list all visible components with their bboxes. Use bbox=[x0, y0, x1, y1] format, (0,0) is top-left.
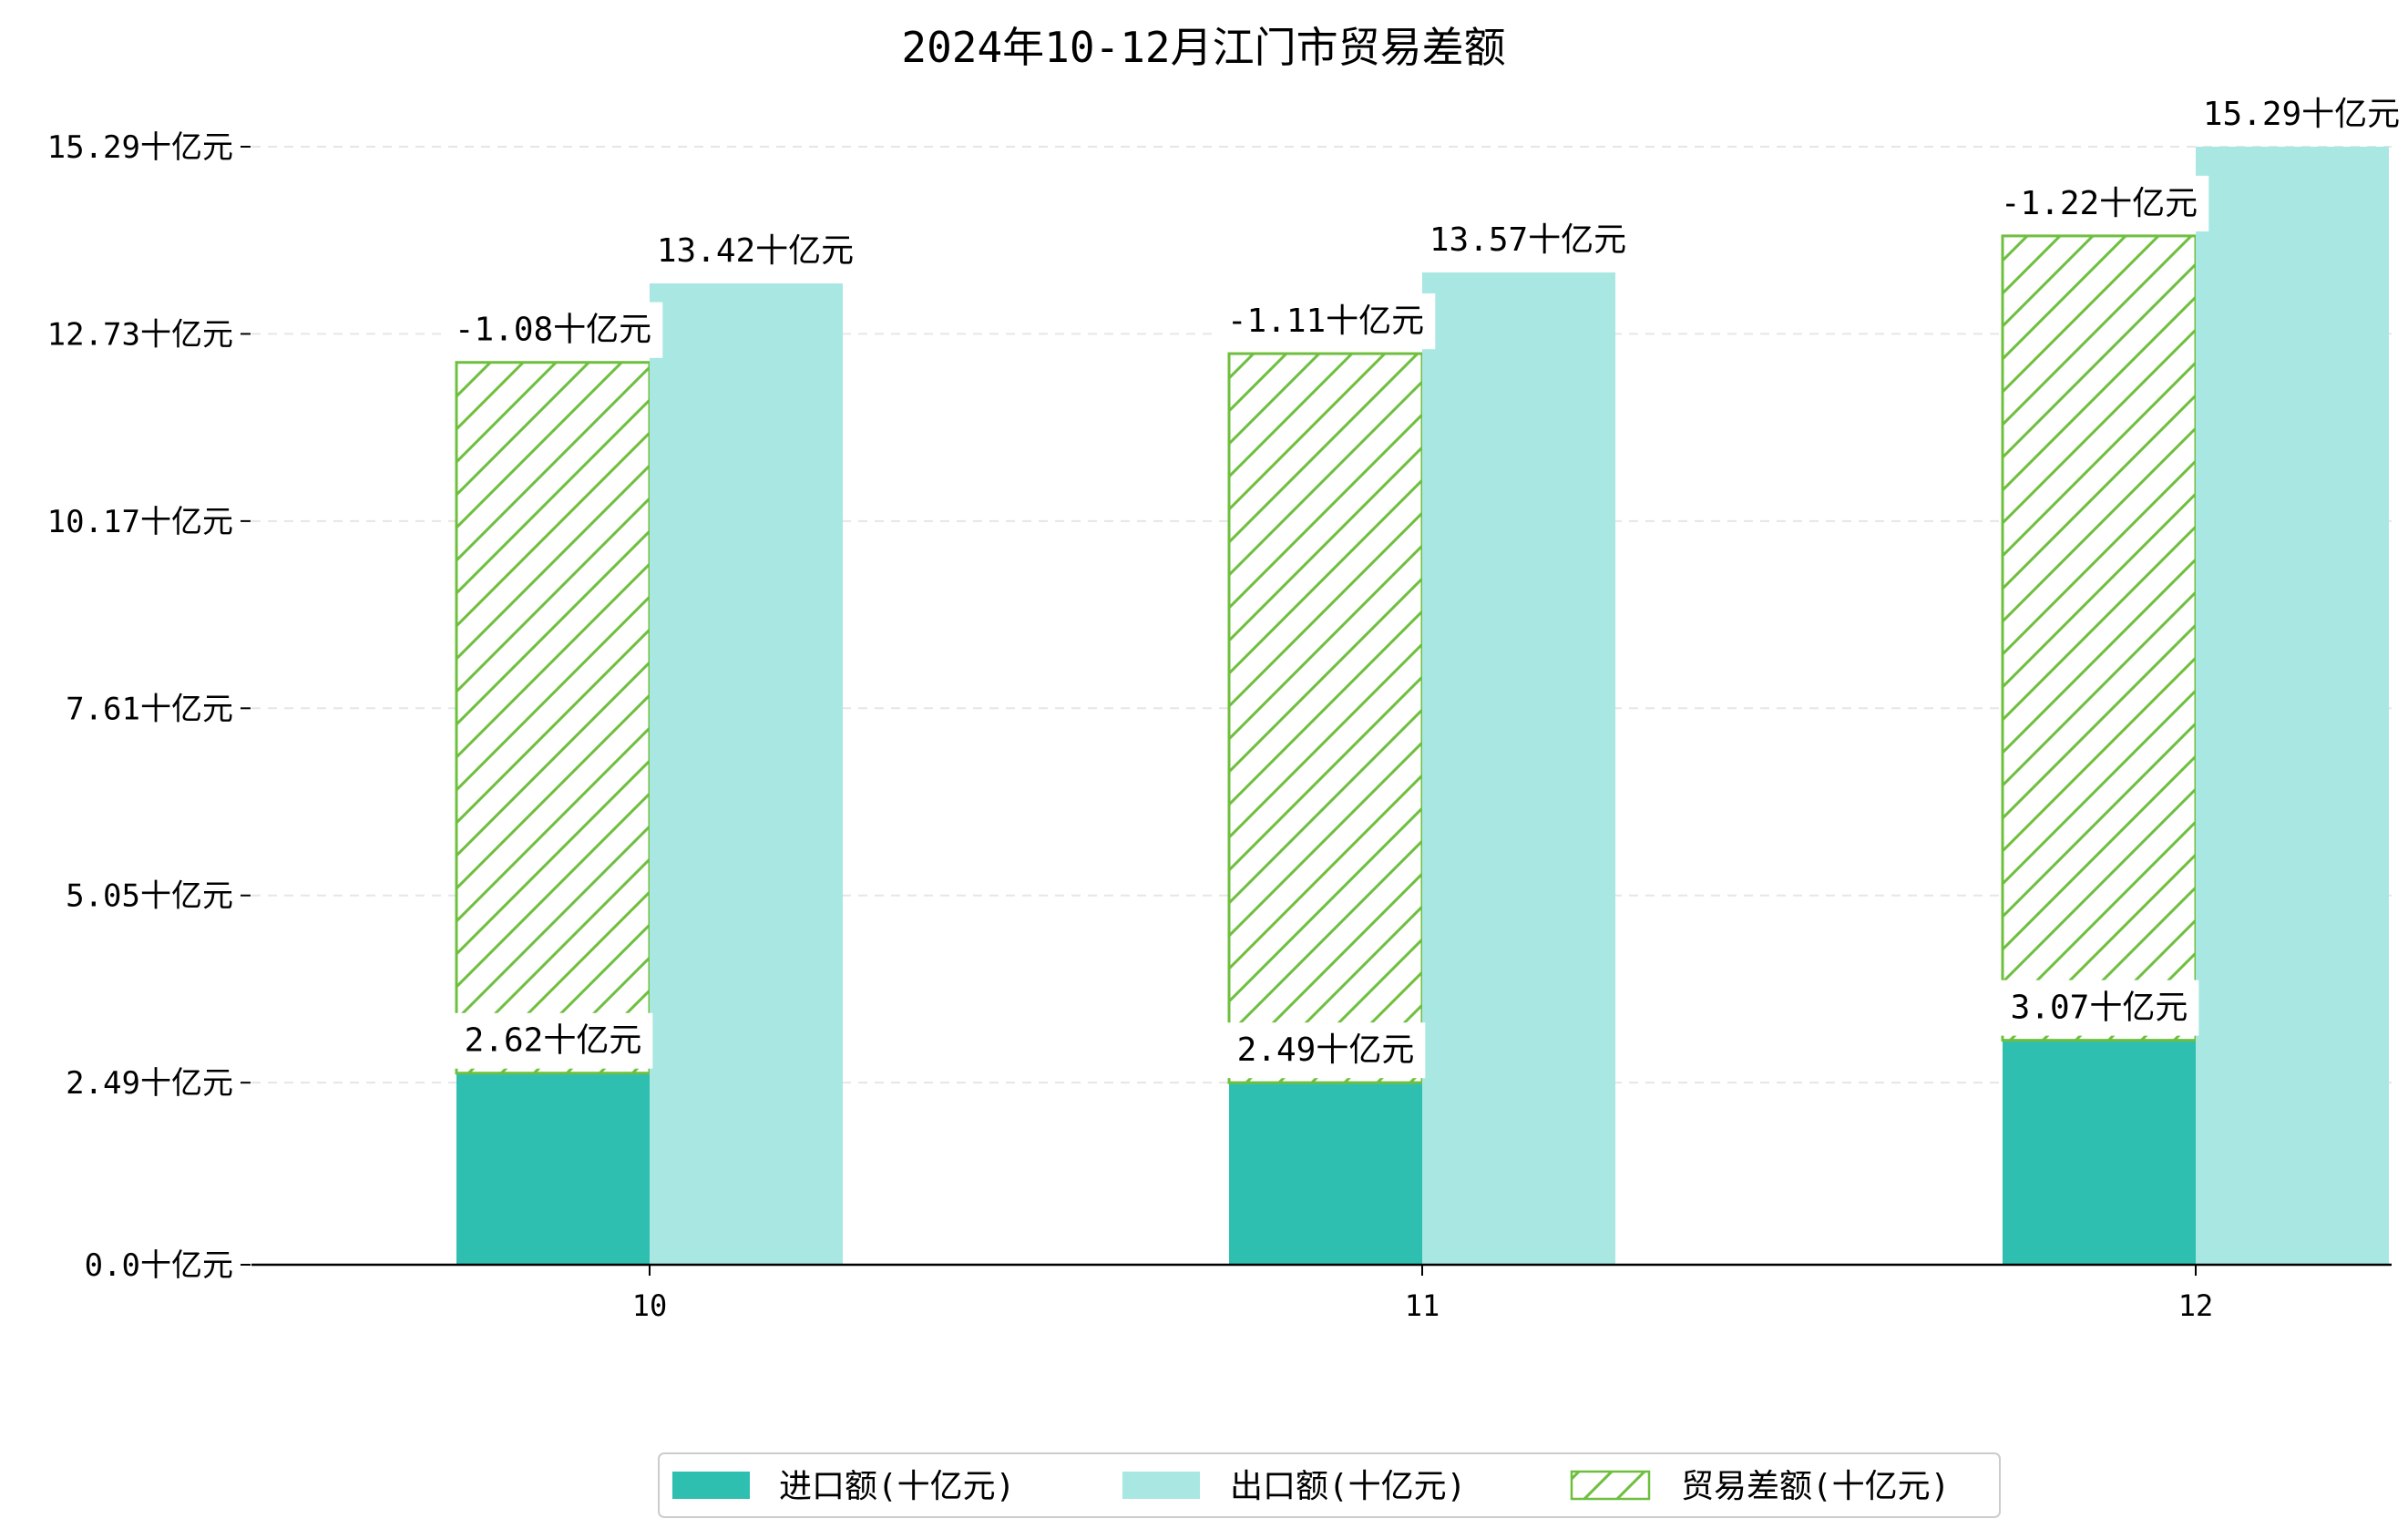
x-axis: 10 11 12 bbox=[632, 1265, 2214, 1323]
import-bar bbox=[2003, 1040, 2196, 1265]
y-tick-label: 5.05十亿元 bbox=[66, 878, 233, 915]
legend-frame bbox=[658, 1452, 2001, 1518]
export-bar bbox=[650, 283, 843, 1266]
data-label: 13.42十亿元 bbox=[657, 232, 854, 270]
data-label: 13.57十亿元 bbox=[1429, 221, 1626, 259]
trade-balance-bar bbox=[1227, 352, 1424, 1084]
data-label-background bbox=[443, 302, 663, 358]
data-label-background bbox=[1225, 1022, 1426, 1079]
legend: 进口额(十亿元) 出口额(十亿元) 贸易差额(十亿元) bbox=[658, 1452, 2001, 1518]
export-bar bbox=[1422, 272, 1615, 1265]
y-tick-label: 0.0十亿元 bbox=[85, 1247, 233, 1284]
trade-balance-bar bbox=[2001, 234, 2198, 1042]
data-label: 2.49十亿元 bbox=[1237, 1031, 1415, 1069]
data-label: 3.07十亿元 bbox=[2011, 990, 2188, 1027]
y-tick-label: 2.49十亿元 bbox=[66, 1065, 233, 1102]
data-label-background bbox=[1989, 175, 2209, 231]
y-tick-label: 10.17十亿元 bbox=[47, 504, 233, 540]
data-label-background bbox=[1215, 293, 1436, 350]
import-bar bbox=[456, 1072, 650, 1265]
legend-swatch-import bbox=[672, 1472, 750, 1499]
legend-label-import: 进口额(十亿元) bbox=[779, 1468, 1015, 1505]
bars bbox=[455, 147, 2389, 1266]
x-tick-label: 12 bbox=[2178, 1288, 2214, 1323]
import-bar bbox=[1229, 1082, 1422, 1265]
x-tick-label: 11 bbox=[1405, 1288, 1440, 1323]
legend-label-trade-balance: 贸易差额(十亿元) bbox=[1681, 1468, 1950, 1505]
export-bar bbox=[2196, 147, 2389, 1265]
data-labels: 2.62十亿元 -1.08十亿元 2.49十亿元 -1.11十亿元 3.07十亿元 -1.… bbox=[443, 96, 2400, 1079]
legend-label-export: 出口额(十亿元) bbox=[1230, 1468, 1466, 1505]
data-label-trade-balance: -1.08十亿元 bbox=[455, 312, 651, 349]
data-label: 15.29十亿元 bbox=[2203, 96, 2400, 133]
trade-balance-bar bbox=[455, 361, 651, 1075]
data-label-background bbox=[453, 1012, 653, 1069]
y-tick-label: 12.73十亿元 bbox=[47, 316, 233, 353]
chart-title: 2024年10-12月江门市贸易差额 bbox=[901, 23, 1505, 72]
data-label-trade-balance: -1.11十亿元 bbox=[1227, 303, 1424, 340]
data-label-background bbox=[1999, 980, 2199, 1036]
data-label: 2.62十亿元 bbox=[465, 1022, 642, 1060]
x-tick-label: 10 bbox=[632, 1288, 668, 1323]
legend-swatch-export bbox=[1122, 1472, 1200, 1499]
y-tick-label: 7.61十亿元 bbox=[66, 691, 233, 727]
legend-swatch-trade-balance bbox=[1570, 1470, 1651, 1501]
y-axis: 0.0十亿元 2.49十亿元 5.05十亿元 7.61十亿元 10.17十亿元 12.73… bbox=[47, 129, 251, 1284]
y-tick-label: 15.29十亿元 bbox=[47, 129, 233, 166]
data-label-trade-balance: -1.22十亿元 bbox=[2001, 185, 2198, 222]
